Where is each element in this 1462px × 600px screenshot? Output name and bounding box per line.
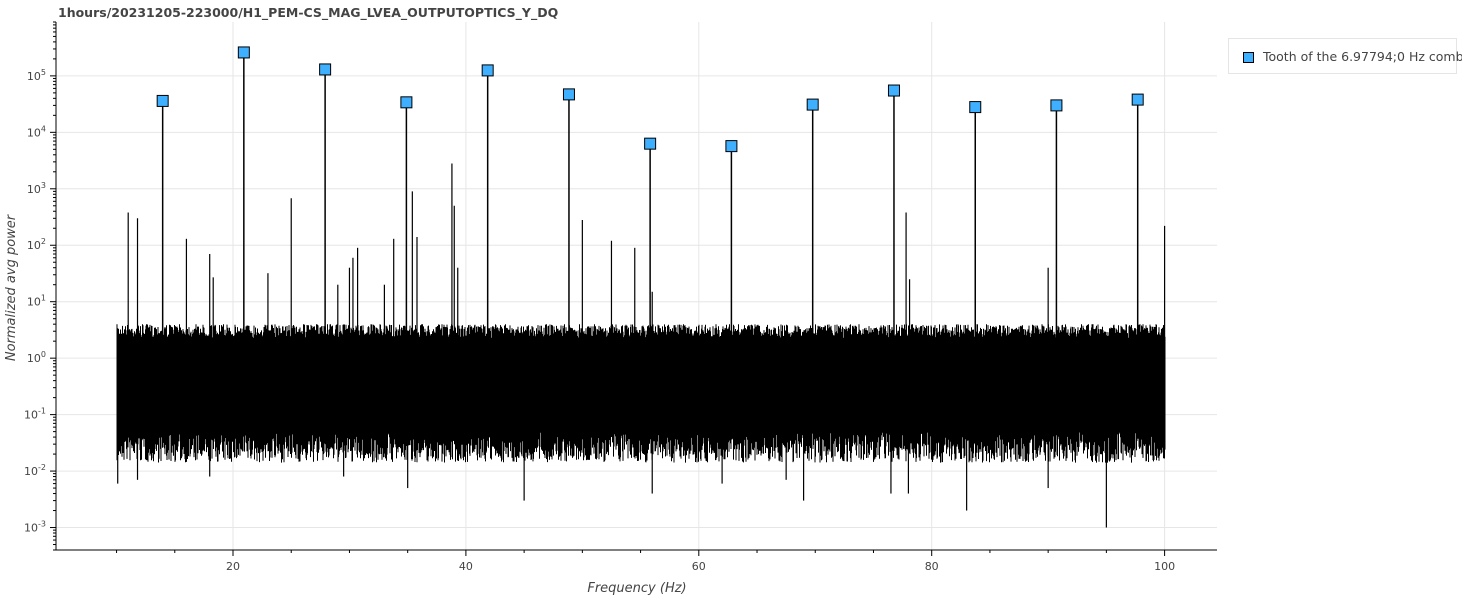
comb-tooth-marker (481, 64, 494, 77)
x-axis-label: Frequency (Hz) (587, 581, 686, 596)
y-tick-label: 100 (27, 350, 46, 365)
comb-tooth-marker (969, 101, 982, 114)
y-tick-label: 10-1 (24, 407, 46, 422)
spectrum-noise-band (116, 324, 1166, 463)
comb-tooth-marker (319, 63, 332, 76)
y-axis-label: Normalized avg power (4, 213, 19, 361)
x-tick-label: 100 (1154, 560, 1175, 573)
comb-tooth-marker (237, 46, 250, 59)
comb-tooth-marker (156, 94, 169, 107)
y-tick-label: 105 (27, 68, 46, 83)
y-tick-label: 103 (27, 181, 46, 196)
chart-title: 1hours/20231205-223000/H1_PEM-CS_MAG_LVE… (58, 5, 559, 20)
comb-tooth-marker (400, 96, 413, 109)
x-tick-label: 80 (925, 560, 939, 573)
spectrum-series (116, 163, 1166, 528)
comb-tooth-marker (644, 137, 657, 150)
y-tick-label: 104 (27, 124, 46, 139)
x-tick-label: 40 (459, 560, 473, 573)
y-tick-label: 10-2 (24, 463, 46, 478)
y-tick-label: 102 (27, 237, 46, 252)
legend-item-label: Tooth of the 6.97794;0 Hz comb (1263, 49, 1462, 64)
y-tick-label: 10-3 (24, 520, 46, 535)
legend: Tooth of the 6.97794;0 Hz comb (1228, 38, 1462, 74)
x-tick-label: 60 (692, 560, 706, 573)
comb-teeth-series (156, 46, 1144, 359)
comb-tooth-marker (806, 98, 819, 111)
comb-tooth-marker (562, 88, 575, 101)
plot-area[interactable]: 20 40 60 80 100 10-3 10-2 10-1 100 101 102 103 104 10… (0, 0, 1220, 600)
x-tick-label: 20 (226, 560, 240, 573)
y-tick-label: 101 (27, 294, 46, 309)
comb-tooth-marker (725, 140, 738, 153)
comb-tooth-marker (1131, 93, 1144, 106)
comb-tooth-marker (1050, 99, 1063, 112)
legend-marker-square (1243, 52, 1254, 63)
grid (56, 22, 1217, 550)
comb-tooth-marker (887, 84, 900, 97)
axes: 20 40 60 80 100 10-3 10-2 10-1 100 101 102 103 104 10… (24, 21, 1217, 573)
